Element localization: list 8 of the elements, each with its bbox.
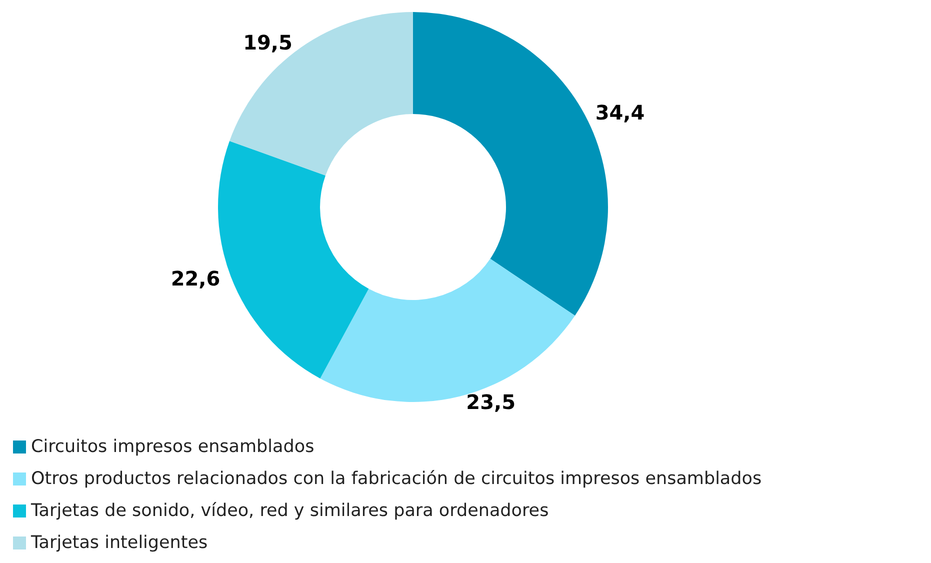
data-label: 34,4 bbox=[595, 100, 645, 124]
legend-label: Otros productos relacionados con la fabricación de circuitos impresos ensamblados bbox=[31, 469, 762, 489]
data-label: 23,5 bbox=[466, 390, 516, 414]
data-label: 19,5 bbox=[243, 30, 292, 55]
legend-label: Circuitos impresos ensamblados bbox=[31, 437, 314, 457]
data-label: 22,6 bbox=[170, 266, 220, 291]
legend-label: Tarjetas inteligentes bbox=[30, 533, 208, 553]
legend-label: Tarjetas de sonido, vídeo, red y similares para ordenadores bbox=[30, 501, 549, 521]
